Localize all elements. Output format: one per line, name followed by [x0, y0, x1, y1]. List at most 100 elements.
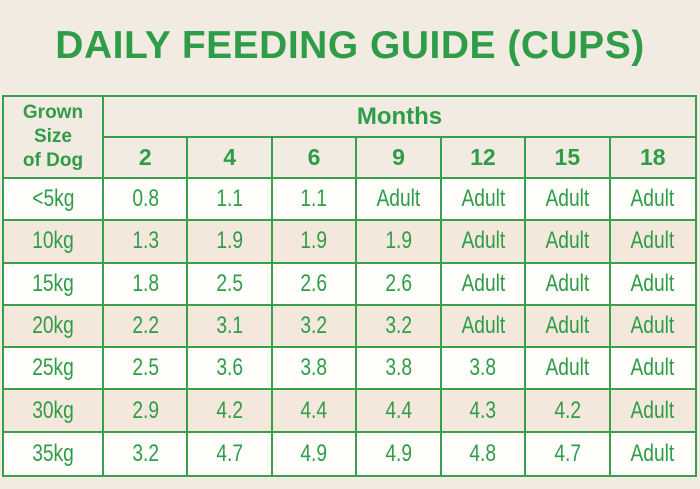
row-header-25kg: 25kg: [4, 348, 104, 391]
feeding-value-cell: 3.2: [104, 432, 189, 475]
feeding-value-cell: 4.8: [441, 432, 527, 475]
feeding-value-cell: 3.1: [188, 305, 273, 349]
feeding-value: Adult: [630, 311, 675, 339]
row-header-15kg: 15kg: [4, 263, 104, 306]
feeding-value: 1.9: [216, 227, 243, 255]
month-column-header-2: 2: [104, 138, 189, 179]
feeding-value: Adult: [461, 311, 505, 339]
feeding-value: 2.6: [300, 269, 328, 297]
feeding-value: 4.9: [300, 439, 328, 467]
feeding-value-cell: Adult: [526, 348, 611, 391]
feeding-value: Adult: [630, 439, 675, 467]
feeding-value-cell: Adult: [441, 221, 527, 264]
row-header-under-5kg: <5kg: [4, 179, 104, 222]
feeding-value: Adult: [461, 185, 505, 213]
feeding-value: 4.8: [469, 439, 497, 467]
feeding-value-cell: Adult: [610, 390, 695, 433]
feeding-value-cell: 4.4: [357, 390, 442, 433]
feeding-value-cell: 0.8: [104, 179, 189, 222]
feeding-value-cell: 1.9: [357, 221, 442, 264]
feeding-value-cell: Adult: [610, 432, 695, 475]
feeding-value: 2.2: [131, 311, 159, 339]
feeding-value-cell: 4.9: [357, 432, 442, 475]
feeding-value: 3.2: [131, 439, 159, 467]
feeding-value-cell: 4.7: [526, 432, 611, 475]
feeding-value: 2.5: [216, 269, 243, 297]
page-title: DAILY FEEDING GUIDE (CUPS): [55, 24, 645, 67]
feeding-value: Adult: [630, 396, 675, 424]
feeding-value-cell: 4.9: [272, 432, 358, 475]
feeding-value: 4.7: [553, 439, 581, 467]
feeding-value-cell: Adult: [610, 305, 695, 349]
feeding-value-cell: Adult: [610, 221, 695, 264]
feeding-value-cell: Adult: [610, 179, 695, 222]
feeding-value: Adult: [461, 227, 505, 255]
feeding-value-cell: 2.6: [272, 263, 358, 306]
feeding-value: 3.2: [385, 311, 412, 339]
feeding-value-cell: 3.2: [357, 305, 442, 349]
feeding-value: 2.5: [131, 354, 159, 382]
feeding-value-cell: Adult: [526, 179, 611, 222]
feeding-value: 4.9: [385, 439, 412, 467]
feeding-value-cell: 2.5: [104, 348, 189, 391]
size-label: 15kg: [32, 269, 74, 297]
feeding-value: 3.8: [300, 354, 328, 382]
feeding-value-cell: 3.8: [441, 348, 527, 391]
feeding-value-cell: Adult: [610, 348, 695, 391]
feeding-value-cell: Adult: [526, 263, 611, 306]
size-label: 20kg: [32, 311, 74, 339]
feeding-value-cell: 4.3: [441, 390, 527, 433]
feeding-value: 1.8: [131, 269, 159, 297]
feeding-value-cell: 2.6: [357, 263, 442, 306]
month-column-header-18: 18: [610, 138, 695, 179]
feeding-value: 4.7: [216, 439, 243, 467]
feeding-value: Adult: [545, 311, 590, 339]
row-header-20kg: 20kg: [4, 305, 104, 349]
size-label: 25kg: [32, 354, 74, 382]
feeding-value: Adult: [545, 354, 590, 382]
feeding-table: Grown Size of Dog Months 2 4 6 9 12 15 1…: [2, 95, 697, 477]
feeding-value: 1.1: [300, 185, 328, 213]
feeding-value: 4.3: [469, 396, 497, 424]
months-group-header: Months: [104, 97, 695, 138]
feeding-value: Adult: [630, 185, 675, 213]
feeding-value: Adult: [630, 269, 675, 297]
feeding-value-cell: 1.9: [272, 221, 358, 264]
feeding-value: 4.2: [216, 396, 243, 424]
row-header-30kg: 30kg: [4, 390, 104, 433]
feeding-value: Adult: [545, 185, 590, 213]
feeding-value-cell: 3.8: [272, 348, 358, 391]
feeding-value: Adult: [545, 227, 590, 255]
feeding-value-cell: 4.4: [272, 390, 358, 433]
feeding-value-cell: Adult: [526, 221, 611, 264]
feeding-value-cell: 1.3: [104, 221, 189, 264]
feeding-value: 2.6: [385, 269, 412, 297]
feeding-value-cell: 3.6: [188, 348, 273, 391]
size-label: <5kg: [31, 185, 75, 213]
feeding-value: 3.6: [216, 354, 243, 382]
feeding-value: Adult: [545, 269, 590, 297]
size-label: 35kg: [32, 439, 74, 467]
feeding-value-cell: Adult: [526, 305, 611, 349]
feeding-value: 3.8: [469, 354, 497, 382]
feeding-value: 1.9: [385, 227, 412, 255]
feeding-value-cell: 2.5: [188, 263, 273, 306]
month-column-header-4: 4: [188, 138, 273, 179]
feeding-value-cell: Adult: [441, 263, 527, 306]
corner-header-grown-size-of-dog: Grown Size of Dog: [4, 97, 104, 179]
feeding-value-cell: 1.1: [272, 179, 358, 222]
feeding-value: 3.8: [385, 354, 412, 382]
feeding-value: Adult: [630, 227, 675, 255]
feeding-value: 3.1: [216, 311, 243, 339]
feeding-value-cell: Adult: [610, 263, 695, 306]
month-column-header-9: 9: [357, 138, 442, 179]
row-header-35kg: 35kg: [4, 432, 104, 475]
feeding-value-cell: Adult: [357, 179, 442, 222]
feeding-value: 4.4: [300, 396, 328, 424]
feeding-value: 1.9: [300, 227, 328, 255]
feeding-value-cell: 3.2: [272, 305, 358, 349]
feeding-value-cell: 2.2: [104, 305, 189, 349]
row-header-10kg: 10kg: [4, 221, 104, 264]
feeding-value-cell: Adult: [441, 179, 527, 222]
